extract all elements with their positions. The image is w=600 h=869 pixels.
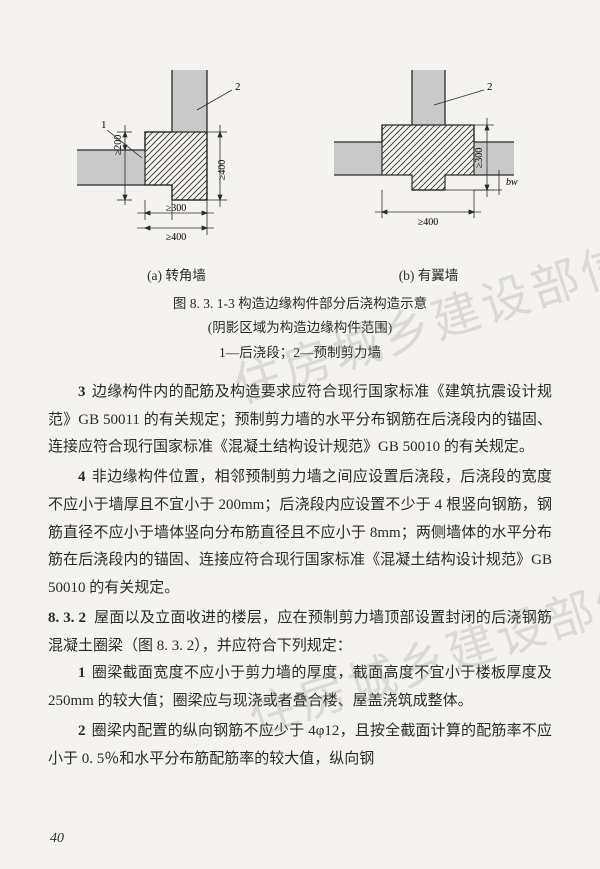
para-3-text: 边缘构件内的配筋及构造要求应符合现行国家标准《建筑抗震设计规范》GB 50011… (48, 384, 552, 456)
callout-a-1: 1 (101, 119, 107, 131)
para-832-1: 1圈梁截面宽度不应小于剪力墙的厚度，截面高度不宜小于楼板厚度及 250mm 的较… (48, 660, 552, 716)
caption-sub2: 1—后浇段；2—预制剪力墙 (48, 341, 552, 365)
section-832: 8. 3. 2 屋面以及立面收进的楼层，应在预制剪力墙顶部设置封闭的后浇钢筋混凝… (48, 605, 552, 661)
num-4: 4 (78, 469, 86, 485)
diagram-b: ≥200 ≥300 bw ≥400 2 (b) 有翼墙 (334, 70, 524, 284)
dim-b-v300b: ≥300 (474, 148, 485, 169)
dim-a-v400: ≥400 (217, 160, 228, 181)
num-832-2: 2 (78, 723, 86, 739)
page-number: 40 (50, 831, 64, 847)
sect-832-num: 8. 3. 2 (48, 610, 86, 626)
callout-a-2: 2 (235, 81, 241, 93)
caption-main: 图 8. 3. 1-3 构造边缘构件部分后浇构造示意 (48, 292, 552, 316)
para-4: 4非边缘构件位置，相邻预制剪力墙之间应设置后浇段，后浇段的宽度不应小于墙厚且不宜… (48, 464, 552, 603)
dim-a-b300: ≥300 (165, 203, 186, 214)
diagram-a-label: (a) 转角墙 (77, 264, 277, 284)
para-4-text: 非边缘构件位置，相邻预制剪力墙之间应设置后浇段，后浇段的宽度不应小于墙厚且不宜小… (48, 469, 552, 596)
diagram-a: ≥200 ≥200 ≥400 ≥300 (77, 70, 277, 284)
body-text: 3边缘构件内的配筋及构造要求应符合现行国家标准《建筑抗震设计规范》GB 5001… (48, 379, 552, 774)
num-3: 3 (78, 384, 86, 400)
para-832-1-text: 圈梁截面宽度不应小于剪力墙的厚度，截面高度不宜小于楼板厚度及 250mm 的较大… (48, 665, 552, 709)
num-832-1: 1 (78, 665, 86, 681)
diagram-b-label: (b) 有翼墙 (334, 264, 524, 284)
callout-b-2: 2 (487, 81, 493, 93)
para-832-2: 2圈梁内配置的纵向钢筋不应少于 4φ12，且按全截面计算的配筋率不应小于 0. … (48, 718, 552, 774)
sect-832-text: 屋面以及立面收进的楼层，应在预制剪力墙顶部设置封闭的后浇钢筋混凝土圈梁（图 8.… (48, 610, 552, 654)
dim-b-bot: ≥400 (417, 217, 438, 228)
figure-caption: 图 8. 3. 1-3 构造边缘构件部分后浇构造示意 (阴影区域为构造边缘构件范… (48, 292, 552, 365)
caption-sub1: (阴影区域为构造边缘构件范围) (48, 316, 552, 340)
dim-b-bw: bw (506, 177, 518, 188)
figure-diagrams: ≥200 ≥200 ≥400 ≥300 (48, 70, 552, 284)
dim-a-b400: ≥400 (165, 232, 186, 243)
dim-a-vleft: ≥200 (113, 135, 124, 156)
para-3: 3边缘构件内的配筋及构造要求应符合现行国家标准《建筑抗震设计规范》GB 5001… (48, 379, 552, 462)
para-832-2-text: 圈梁内配置的纵向钢筋不应少于 4φ12，且按全截面计算的配筋率不应小于 0. 5… (48, 723, 552, 767)
